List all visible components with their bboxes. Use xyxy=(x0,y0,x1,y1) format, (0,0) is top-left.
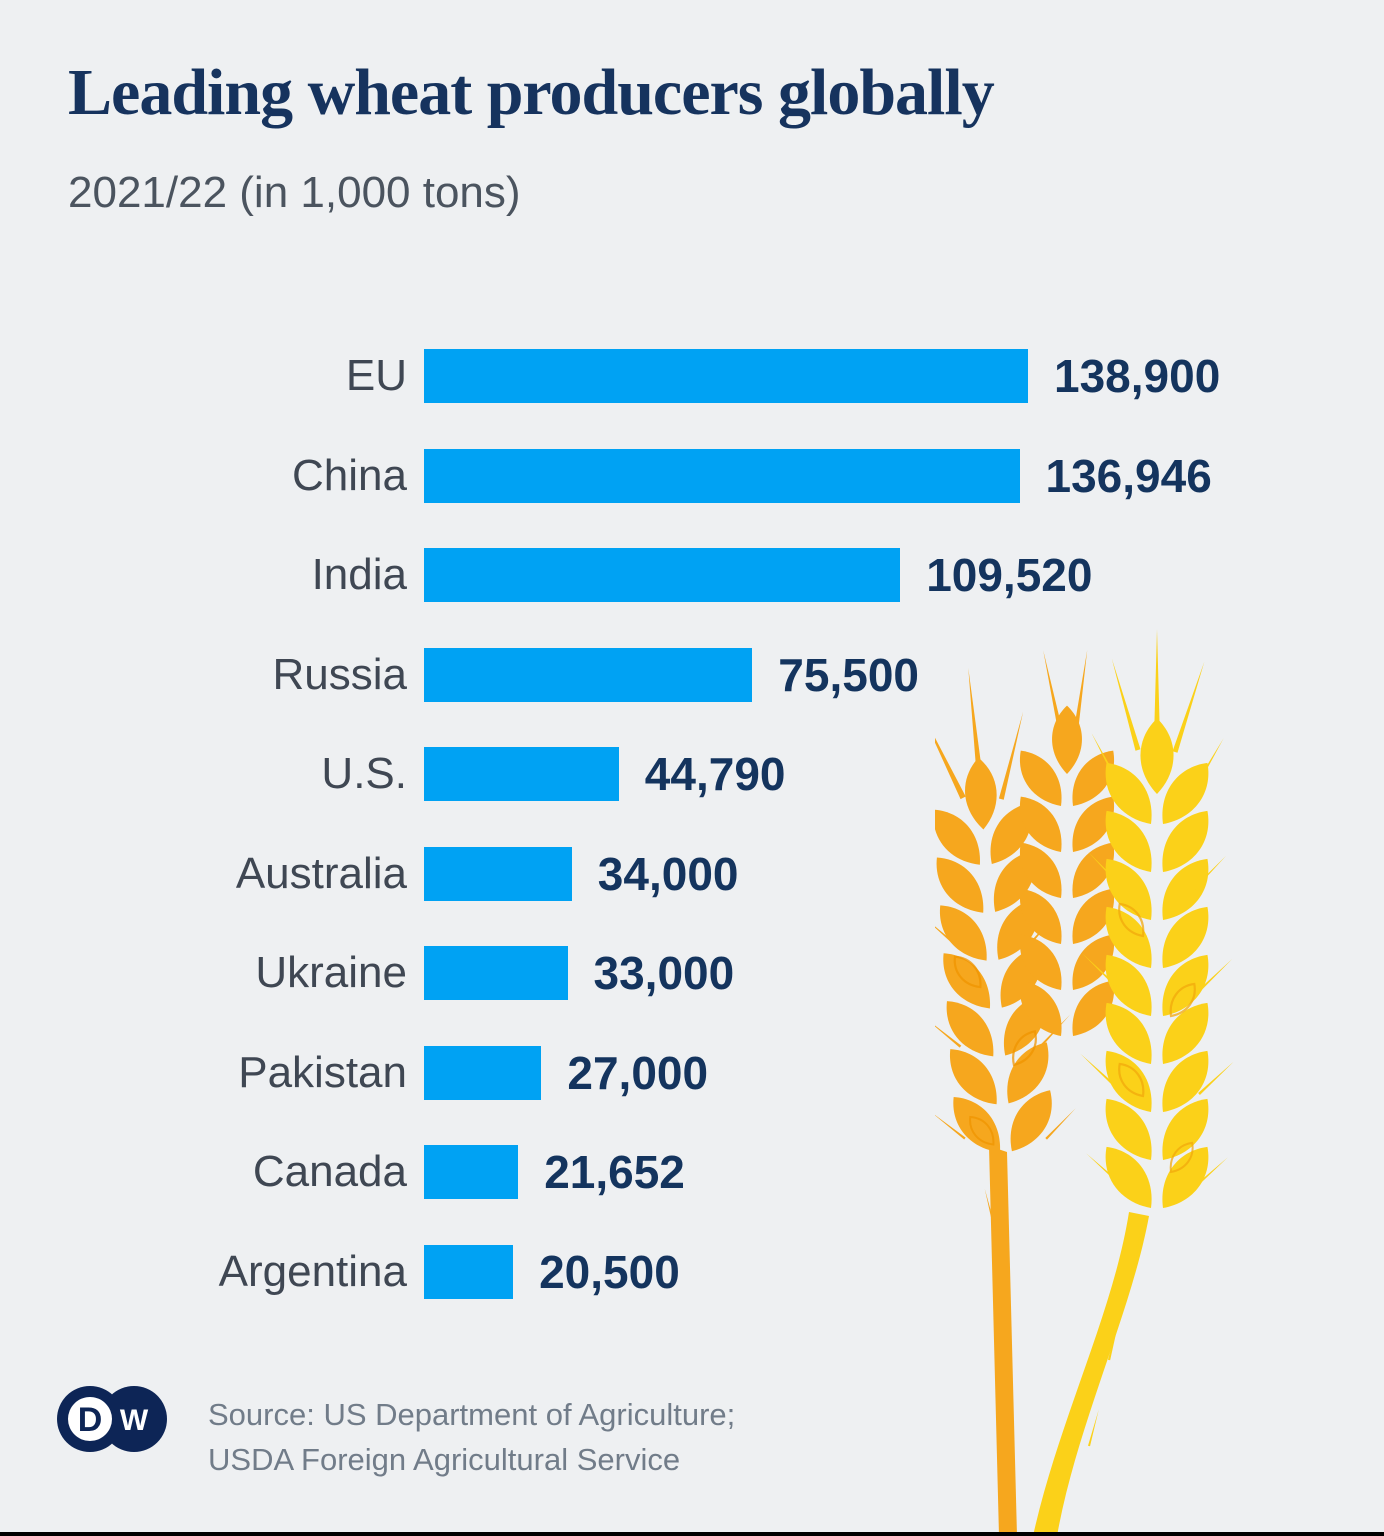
wheat-stem-back xyxy=(983,1146,1017,1536)
bar-row: Canada 21,652 xyxy=(0,1145,1384,1199)
bar-row: Ukraine 33,000 xyxy=(0,946,1384,1000)
bar-value-label: 109,520 xyxy=(926,549,1093,601)
bar xyxy=(424,747,619,801)
bar-row: Pakistan 27,000 xyxy=(0,1045,1384,1100)
bar-value-label: 27,000 xyxy=(567,1046,709,1099)
bar-category-label: Russia xyxy=(272,649,408,699)
bar-row: Argentina 20,500 xyxy=(0,1244,1384,1299)
bar-category-label: India xyxy=(311,550,407,599)
bar-category-label: China xyxy=(292,450,407,500)
bar xyxy=(424,846,572,901)
bar xyxy=(424,1145,519,1199)
bar-row: Russia 75,500 xyxy=(0,647,1384,702)
bar-row: India 109,520 xyxy=(0,548,1384,602)
bar-category-label: Canada xyxy=(252,1147,407,1196)
bar-value-label: 138,900 xyxy=(1054,350,1221,402)
bar-category-label: Argentina xyxy=(218,1246,407,1296)
bar xyxy=(424,548,901,602)
bar-rows: EU 138,900 China 136,946 India 109,520 Russia 7… xyxy=(0,349,1384,1299)
bar-category-label: EU xyxy=(345,351,407,400)
chart-title: Leading wheat producers globally xyxy=(68,56,995,129)
bar-category-label: Australia xyxy=(235,848,407,898)
bar-value-label: 34,000 xyxy=(597,847,739,900)
dw-logo-letter-w: W xyxy=(120,1404,149,1437)
bar-value-label: 136,946 xyxy=(1045,449,1212,502)
wheat-stem-front xyxy=(1033,1212,1149,1536)
bar xyxy=(424,1045,542,1100)
bar-value-label: 44,790 xyxy=(644,748,786,800)
bar-value-label: 21,652 xyxy=(544,1146,685,1198)
bar xyxy=(424,1244,514,1299)
bar-row: EU 138,900 xyxy=(0,349,1384,403)
bottom-border xyxy=(0,1532,1384,1536)
bar-category-label: U.S. xyxy=(321,749,407,798)
bar xyxy=(424,946,568,1000)
dw-logo-inner-circle xyxy=(68,1397,112,1441)
bar-value-label: 75,500 xyxy=(778,648,919,701)
bar xyxy=(424,349,1028,403)
chart-subtitle: 2021/22 (in 1,000 tons) xyxy=(68,168,521,217)
source-line-1: Source: US Department of Agriculture; xyxy=(208,1397,736,1432)
dw-logo-right-disc xyxy=(101,1386,167,1452)
wheat-illustration xyxy=(935,629,1235,1536)
dw-logo-letter-d: D xyxy=(78,1401,103,1439)
bar-value-label: 33,000 xyxy=(593,947,735,999)
bar-category-label: Pakistan xyxy=(238,1047,407,1097)
source-text: Source: US Department of Agriculture; US… xyxy=(208,1392,735,1482)
bar-category-label: Ukraine xyxy=(255,948,407,997)
bar xyxy=(424,448,1020,503)
bar-row: U.S. 44,790 xyxy=(0,747,1384,801)
source-line-2: USDA Foreign Agricultural Service xyxy=(208,1442,681,1477)
bar xyxy=(424,647,753,702)
bar-value-label: 20,500 xyxy=(539,1245,680,1298)
bar-row: Australia 34,000 xyxy=(0,846,1384,901)
bar-row: China 136,946 xyxy=(0,448,1384,503)
dw-logo: D W xyxy=(57,1386,167,1452)
